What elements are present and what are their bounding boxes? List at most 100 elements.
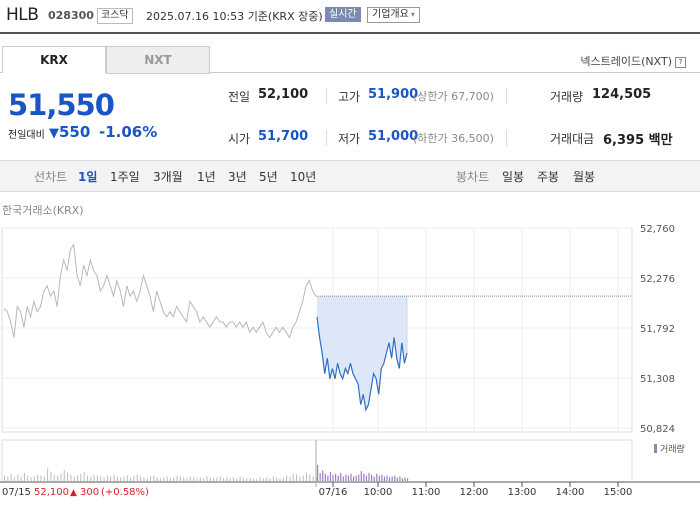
y-tick-label: 52,276 — [640, 274, 675, 285]
volume-legend: 거래량 — [660, 443, 685, 455]
candle-chart-label: 봉차트 — [456, 170, 490, 184]
volume-bar — [371, 474, 373, 481]
volume-bar — [20, 476, 22, 481]
volume-bar — [166, 476, 168, 481]
period-10y[interactable]: 10년 — [290, 170, 317, 184]
volume-bar — [70, 474, 72, 481]
volume-bar — [77, 475, 79, 481]
period-5y[interactable]: 5년 — [259, 170, 278, 184]
amount-label: 거래대금 — [550, 132, 595, 146]
volume-bar — [120, 477, 122, 481]
volume-bar — [391, 476, 393, 481]
volume-bar — [363, 473, 365, 481]
volume-bar — [394, 475, 396, 481]
low-label: 저가 — [338, 132, 361, 146]
period-1y[interactable]: 1년 — [197, 170, 216, 184]
volume-bar — [252, 478, 254, 481]
volume-bar — [163, 477, 165, 481]
market-badge: 코스닥 — [97, 8, 133, 24]
x-tick-label: 07/16 — [319, 487, 348, 498]
volume-bar — [396, 477, 398, 481]
y-tick-label: 50,824 — [640, 424, 675, 435]
volume-bar — [389, 477, 391, 481]
prev-day-label: 07/15 — [2, 487, 31, 498]
period-monthly[interactable]: 월봉 — [573, 170, 596, 184]
diff-amount: 550 — [59, 123, 91, 141]
prev-day-series-line — [3, 243, 317, 339]
volume-bar — [226, 477, 228, 481]
volume-bar — [156, 477, 158, 481]
volume-bar — [353, 476, 355, 481]
y-tick-label: 51,792 — [640, 324, 675, 335]
volume-bar — [256, 479, 258, 481]
volume-bar — [383, 476, 386, 481]
period-daily[interactable]: 일봉 — [502, 170, 525, 184]
volume-bar — [103, 477, 105, 481]
quote-datetime: 2025.07.16 10:53 기준(KRX 장중) — [146, 8, 323, 24]
current-price: 51,550 — [8, 88, 115, 122]
x-tick-label: 15:00 — [604, 487, 633, 498]
prev-close-label: 전일 — [228, 90, 251, 104]
volume-legend-swatch — [654, 444, 657, 453]
tab-underline-left — [0, 72, 2, 73]
volume-bar — [37, 474, 39, 481]
period-weekly[interactable]: 주봉 — [537, 170, 560, 184]
company-info-button[interactable]: 기업개요 ▾ — [367, 7, 420, 23]
stock-code: 028300 — [48, 9, 94, 22]
volume-bar — [53, 474, 55, 481]
volume-bar — [140, 476, 142, 481]
volume-bar — [262, 478, 264, 481]
volume-bar — [33, 476, 35, 481]
volume-bar — [233, 477, 235, 481]
volume-bar — [160, 478, 161, 481]
volume-bar — [376, 473, 378, 481]
volume-bar — [143, 477, 145, 481]
diff-value: ▼550 — [49, 123, 90, 141]
diff-percent: -1.06% — [99, 123, 158, 141]
volume-bar — [368, 472, 370, 481]
stat-divider — [326, 130, 327, 146]
x-tick-label: 11:00 — [412, 487, 441, 498]
volume-bar — [116, 476, 118, 481]
volume-bar — [276, 477, 278, 481]
volume-bar — [183, 477, 185, 481]
period-1w[interactable]: 1주일 — [110, 170, 140, 184]
prev-day-change-pct: (+0.58%) — [101, 487, 149, 498]
volume-bar — [317, 464, 319, 481]
upper-limit: (상한가 67,700) — [413, 90, 494, 103]
tab-krx[interactable]: KRX — [2, 46, 106, 73]
volume-bar — [123, 476, 125, 481]
volume-bar — [130, 477, 132, 481]
volume-bar — [327, 475, 329, 481]
volume-bar — [73, 476, 75, 481]
tab-nxt[interactable]: NXT — [106, 46, 210, 74]
x-tick-label: 13:00 — [508, 487, 537, 498]
y-tick-label: 52,760 — [640, 224, 675, 235]
volume-bar — [319, 472, 321, 481]
volume-bar — [340, 472, 342, 481]
volume-bar — [286, 475, 288, 481]
volume-bar — [342, 476, 344, 481]
volume-bar — [4, 475, 5, 481]
volume-bar — [386, 475, 388, 481]
company-info-label: 기업개요 — [372, 9, 409, 20]
volume-bar — [282, 477, 284, 481]
volume-bar — [27, 475, 29, 481]
stat-divider — [326, 88, 327, 104]
volume-bar — [13, 477, 15, 481]
period-3y[interactable]: 3년 — [228, 170, 247, 184]
volume-bar — [309, 474, 311, 481]
nxt-link[interactable]: 넥스트레이드(NXT)? — [580, 53, 686, 69]
period-1d[interactable]: 1일 — [78, 170, 98, 184]
live-badge[interactable]: 실시간 — [325, 7, 361, 22]
volume-bar — [259, 477, 261, 481]
volume-bar — [381, 474, 383, 481]
volume-bar — [10, 473, 12, 481]
help-icon[interactable]: ? — [675, 56, 686, 68]
volume-bar — [306, 472, 308, 481]
volume-bar — [63, 470, 65, 481]
volume-bar — [355, 475, 357, 481]
x-tick-label: 10:00 — [364, 487, 393, 498]
volume-bar — [17, 474, 19, 481]
period-3m[interactable]: 3개월 — [153, 170, 183, 184]
